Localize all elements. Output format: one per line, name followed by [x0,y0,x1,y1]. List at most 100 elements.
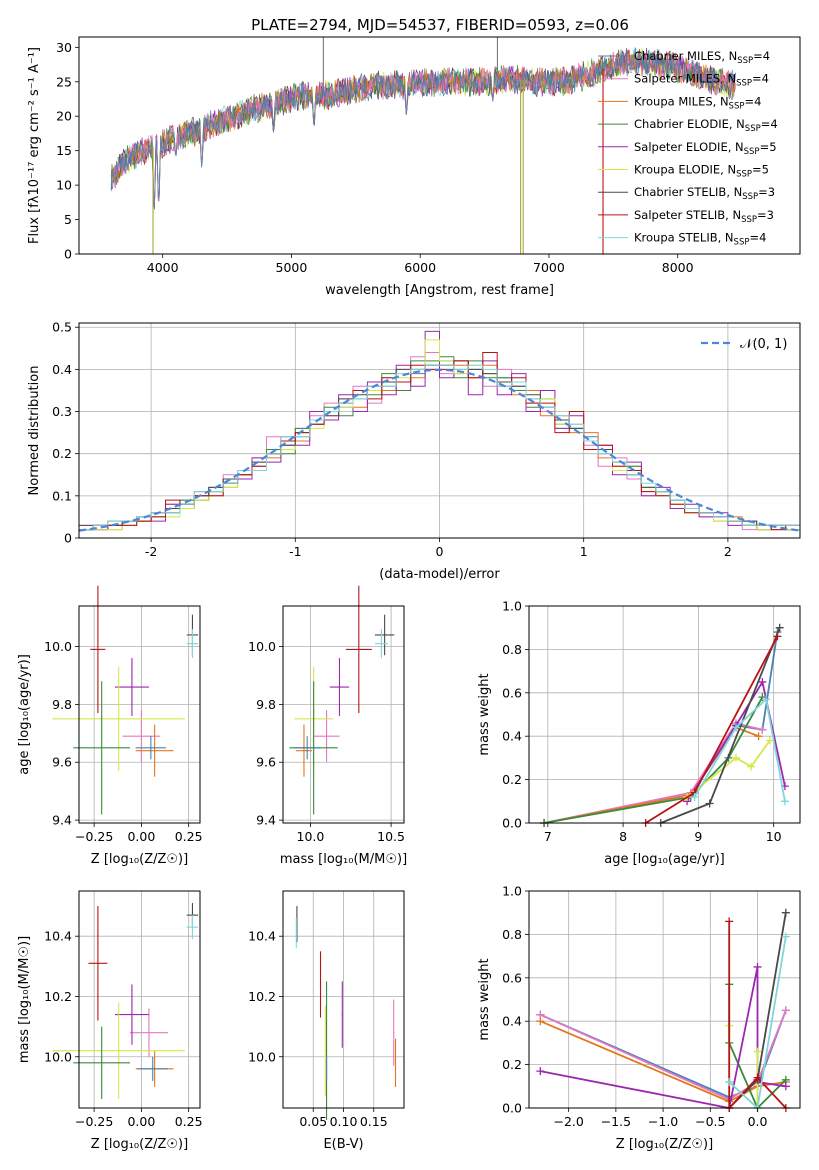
legend-label-tail: =4 [753,49,770,63]
legend-label-tail: =5 [752,163,769,177]
legend-label: Chabrier STELIB, NSSP=3 [634,185,775,202]
x-tick-label: 6000 [404,260,436,275]
x-axis-label: Z [log₁₀(Z/Z☉)] [91,1137,188,1152]
legend-label-subscript: SSP [734,238,750,248]
legend-label-tail: =3 [757,208,774,222]
x-tick-label: -1 [289,544,301,559]
legend-label-tail: =5 [760,140,777,154]
mass-weight-point-marker [725,1077,734,1086]
x-tick-label: 2 [724,544,732,559]
y-tick-label: 9.8 [256,697,276,712]
y-tick-label: 0.6 [502,970,522,985]
mass-weight-point-marker [753,1047,762,1056]
legend-label-tail: =4 [752,72,769,86]
mass-weight-vs-age-body [540,623,789,827]
chart-mass-weight-vs-age: 7 8 9 10 0.0 0.2 0.4 0.6 0.8 1.0 age [log₁₀(age/yr… [477,599,801,867]
y-tick-label: 9.4 [256,813,276,828]
x-axis-label: (data-model)/error [379,567,500,582]
y-tick-label: 0.6 [502,685,522,700]
x-tick-label: −0.25 [75,1114,113,1129]
axes-frame [78,890,201,1109]
axes-frame [282,605,405,824]
legend-label-base: Kroupa ELODIE, N [634,163,736,177]
x-tick-label: 7000 [533,260,565,275]
y-axis-label: mass weight [477,958,492,1040]
y-axis-label: mass weight [477,673,492,755]
axes-frame [78,605,201,824]
legend-label-tail: =3 [758,185,775,199]
gaussian-curve [78,368,801,532]
mass-weight-point-marker [775,623,784,632]
age-vs-Z-errorbars [52,585,199,815]
x-tick-label: 0.25 [175,829,203,844]
y-tick-label: 0.4 [502,1014,522,1029]
spectrum-series-line [110,47,736,210]
x-tick-label: 0.0 [748,1114,768,1129]
x-tick-label: 10 [766,829,782,844]
y-tick-label: 15 [56,143,72,158]
chart-residual-histogram: 𝒩(0, 1) -2 -1 0 1 2 0 0.1 0.2 0.3 0.4 0.5 (data-mode… [27,320,801,582]
y-tick-label: 0.4 [52,362,72,377]
mass-weight-point-marker [781,1006,790,1015]
y-tick-label: 10.4 [248,929,276,944]
y-tick-label: 9.6 [52,755,72,770]
x-tick-label: −1.0 [648,1114,678,1129]
figure-title: PLATE=2794, MJD=54537, FIBERID=0593, z=0… [251,16,629,34]
y-tick-label: 0.5 [52,320,72,335]
age-vs-mass-grid [283,606,404,823]
spectrum-lines [110,37,736,254]
legend-label-base: Chabrier STELIB, N [634,185,742,199]
legend-label-subscript: SSP [737,56,753,66]
chart-age-vs-mass: 10.0 10.5 9.4 9.6 9.8 10.0 mass [log₁₀(M/M☉)] [248,585,407,867]
mass-vs-EBV-grid [283,891,404,1108]
axes-frame [528,605,801,824]
mass-weight-point-marker [725,917,734,926]
mass-vs-Z-errorbars [52,903,199,1099]
y-tick-label: 10.0 [44,639,72,654]
mass-vs-Z-body [52,903,199,1099]
y-tick-label: 0.3 [52,404,72,419]
y-tick-label: 0 [64,531,72,546]
age-vs-mass-body [289,585,395,815]
mass-weight-series-line [543,696,764,824]
legend-label-subscript: SSP [736,170,752,180]
x-axis-label: mass [log₁₀(M/M☉)] [280,852,407,867]
y-tick-label: 0.2 [52,446,72,461]
mass-weight-series-line [686,739,771,798]
y-tick-label: 10.2 [44,989,72,1004]
mass-weight-point-marker [536,1067,545,1076]
y-tick-label: 30 [56,40,72,55]
axes-frame [282,890,405,1109]
x-tick-label: −1.5 [601,1114,631,1129]
y-tick-label: 0 [64,247,72,262]
legend-label-base: Salpeter STELIB, N [634,208,741,222]
x-tick-label: 0.10 [330,1114,358,1129]
legend-label: Salpeter ELODIE, NSSP=5 [634,140,777,157]
axes-frame [78,36,801,255]
y-tick-label: 0.1 [52,488,72,503]
y-tick-label: 0.2 [502,772,522,787]
y-tick-label: 10.4 [44,929,72,944]
mass-weight-vs-Z-body [536,908,790,1112]
mass-weight-point-marker [536,1017,545,1026]
x-tick-label: 0 [436,544,444,559]
x-tick-label: 0.15 [360,1114,388,1129]
y-tick-label: 0.2 [502,1057,522,1072]
mass-weight-point-marker [732,723,741,732]
legend-label-tail: =4 [761,117,778,131]
x-tick-label: −0.25 [75,829,113,844]
y-tick-label: 10.0 [248,639,276,654]
legend-label: Chabrier ELODIE, NSSP=4 [634,117,778,134]
axes-frame [78,322,801,539]
mass-vs-EBV-errorbars [295,906,397,1121]
mass-weight-point-marker [732,753,741,762]
legend-label-base: Salpeter MILES, N [634,72,736,86]
mass-weight-vs-Z-lines [536,908,790,1112]
y-axis-label: mass [log₁₀(M/M☉)] [17,936,32,1063]
y-tick-label: 0.0 [502,1101,522,1116]
x-axis-label: Z [log₁₀(Z/Z☉)] [616,1137,713,1152]
legend-label-base: Kroupa STELIB, N [634,231,734,245]
